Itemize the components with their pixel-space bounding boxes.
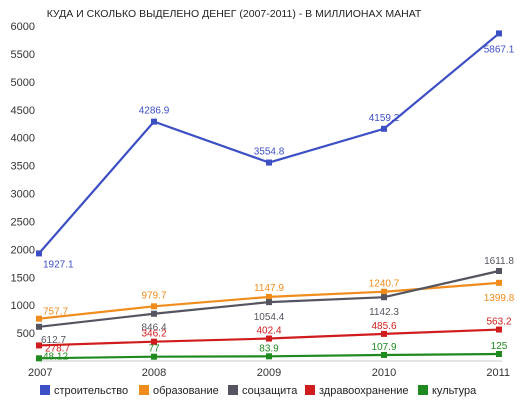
data-point <box>496 351 502 358</box>
data-label: 612.7 <box>41 335 66 346</box>
data-label: 5867.1 <box>484 44 515 55</box>
series-соцзащита: 612.7 846.4 1054.4 1142.3 1611.8 <box>36 256 514 346</box>
data-label: 4159.2 <box>369 113 400 124</box>
data-label: 1399.8 <box>484 293 515 304</box>
y-tick-label: 5000 <box>11 77 35 89</box>
data-label: 402.4 <box>256 326 281 337</box>
data-label: 1142.3 <box>369 307 399 318</box>
data-point <box>496 326 502 333</box>
data-point <box>36 250 42 257</box>
x-tick-label: 2007 <box>28 367 52 379</box>
series-строительство: 1927.1 4286.9 3554.8 4159.2 5867.1 <box>36 30 515 270</box>
data-label: 125 <box>491 341 508 352</box>
legend: строительство образование соцзащита здравоо… <box>40 385 477 397</box>
y-tick-label: 4000 <box>11 133 35 145</box>
x-tick-label: 2010 <box>372 367 396 379</box>
data-label: 1147.9 <box>254 283 284 294</box>
legend-swatch <box>40 385 50 395</box>
data-point <box>381 125 387 132</box>
data-label: 3554.8 <box>254 147 285 158</box>
legend-label: образование <box>153 385 219 397</box>
series-layer: 1927.1 4286.9 3554.8 4159.2 5867.1 757.7 979.7… <box>36 30 515 362</box>
data-point <box>151 118 157 125</box>
y-tick-label: 3000 <box>11 189 35 201</box>
legend-swatch <box>418 385 428 395</box>
data-label: 107.9 <box>371 342 396 353</box>
series-культура: 48.12 77 83.9 107.9 125 <box>36 341 508 362</box>
data-point <box>36 342 42 349</box>
x-axis: 2007 2008 2009 2010 2011 <box>28 360 510 379</box>
data-point <box>381 330 387 337</box>
data-label: 83.9 <box>259 343 279 354</box>
data-point <box>36 355 42 362</box>
data-point <box>36 323 42 330</box>
series-здравоохранение: 278.7 346.2 402.4 485.6 563.2 <box>36 317 512 354</box>
data-point <box>266 299 272 306</box>
data-point <box>151 353 157 360</box>
data-label: 1611.8 <box>484 256 514 267</box>
data-label: 4286.9 <box>139 106 170 117</box>
y-tick-label: 500 <box>17 328 35 340</box>
legend-swatch <box>139 385 149 395</box>
y-tick-label: 6000 <box>11 21 35 33</box>
data-point <box>266 159 272 166</box>
y-tick-label: 3500 <box>11 161 35 173</box>
data-label: 846.4 <box>141 323 166 334</box>
legend-label: строительство <box>54 385 128 397</box>
legend-item[interactable]: здравоохранение <box>305 385 409 397</box>
data-label: 1054.4 <box>254 312 285 323</box>
data-point <box>36 315 42 322</box>
data-point <box>496 268 502 275</box>
data-label: 48.12 <box>43 351 68 362</box>
legend-item[interactable]: культура <box>418 385 477 397</box>
data-label: 346.2 <box>141 329 166 340</box>
data-point <box>266 353 272 360</box>
data-point <box>496 279 502 286</box>
data-label: 1240.7 <box>369 279 400 290</box>
y-tick-label: 1500 <box>11 272 35 284</box>
data-point <box>381 294 387 301</box>
chart-title: КУДА И СКОЛЬКО ВЫДЕЛЕНО ДЕНЕГ (2007-2011… <box>47 8 422 20</box>
data-label: 563.2 <box>486 317 511 328</box>
legend-item[interactable]: строительство <box>40 385 128 397</box>
data-point <box>151 310 157 317</box>
legend-swatch <box>228 385 238 395</box>
y-tick-label: 2500 <box>11 216 35 228</box>
x-tick-label: 2011 <box>486 367 510 379</box>
series-line <box>38 32 500 255</box>
data-point <box>381 351 387 358</box>
legend-label: культура <box>432 385 477 397</box>
x-tick-label: 2008 <box>142 367 166 379</box>
y-tick-label: 5500 <box>11 49 35 61</box>
data-label: 757.7 <box>43 307 68 318</box>
y-tick-label: 4500 <box>11 105 35 117</box>
legend-item[interactable]: соцзащита <box>228 385 298 397</box>
legend-item[interactable]: образование <box>139 385 219 397</box>
y-tick-label: 1000 <box>11 300 35 312</box>
data-point <box>151 303 157 310</box>
legend-swatch <box>305 385 315 395</box>
data-label: 1927.1 <box>43 259 74 270</box>
data-point <box>381 288 387 295</box>
x-tick-label: 2009 <box>257 367 281 379</box>
data-point <box>266 293 272 300</box>
y-tick-label: 2000 <box>11 244 35 256</box>
data-point <box>266 335 272 342</box>
data-label: 77 <box>148 344 160 355</box>
data-label: 485.6 <box>371 321 396 332</box>
legend-label: здравоохранение <box>319 385 409 397</box>
data-point <box>151 338 157 345</box>
data-point <box>496 30 502 37</box>
y-axis: 500 1000 1500 2000 2500 3000 3500 4000 4500 5000 5… <box>11 21 35 340</box>
data-label: 278.7 <box>45 343 70 354</box>
data-label: 979.7 <box>141 290 166 301</box>
legend-label: соцзащита <box>242 385 298 397</box>
